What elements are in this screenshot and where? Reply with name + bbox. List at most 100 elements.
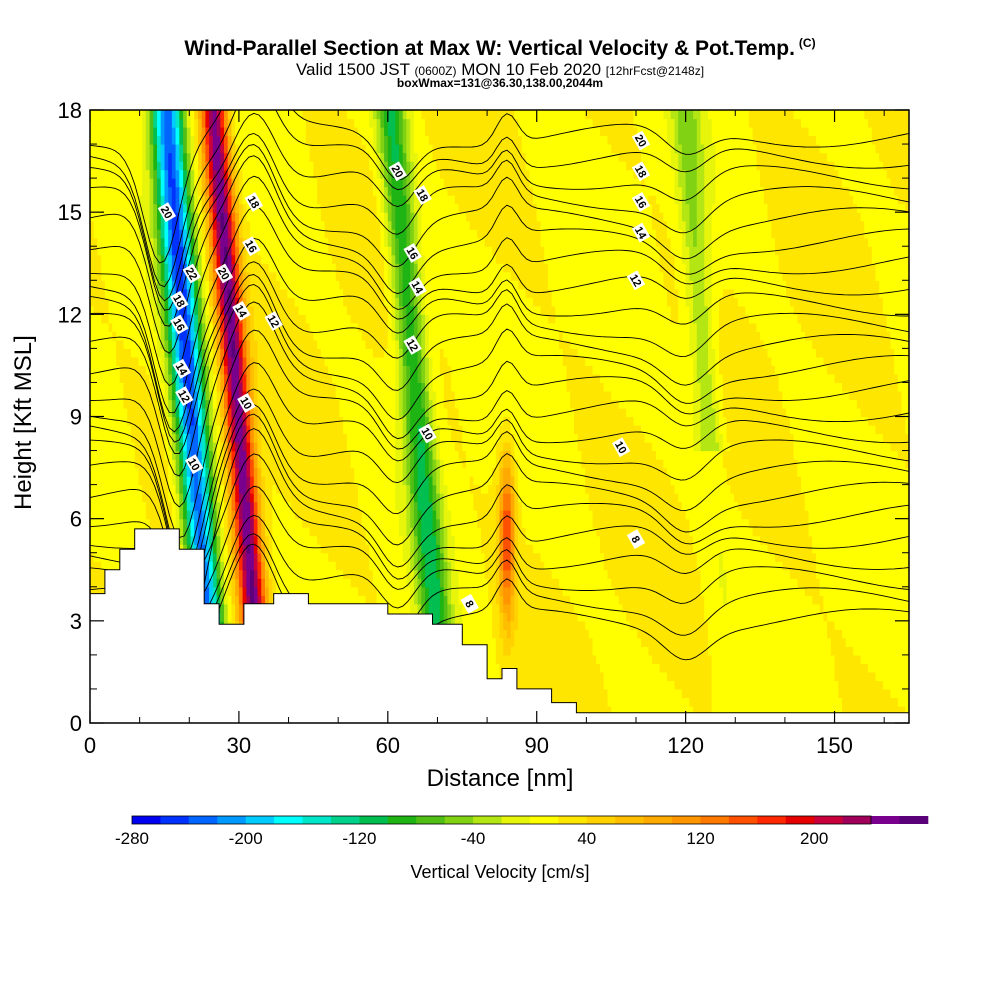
field-cell [190, 186, 195, 196]
field-cell [97, 348, 102, 358]
field-cell [276, 356, 281, 366]
field-cell [168, 356, 173, 366]
field-cell [343, 169, 348, 179]
field-cell [246, 135, 251, 145]
field-cell [153, 127, 158, 137]
field-cell [101, 305, 106, 315]
field-cell [279, 288, 285, 298]
field-cell [130, 186, 136, 196]
field-cell [227, 544, 232, 554]
field-cell [201, 271, 206, 281]
field-cell [231, 365, 236, 375]
field-cell [175, 493, 180, 503]
field-cell [157, 416, 162, 426]
field-cell [101, 178, 106, 188]
field-cell [90, 356, 95, 366]
field-cell [175, 118, 180, 128]
field-cell [171, 331, 177, 341]
field-cell [309, 322, 314, 332]
field-cell [309, 578, 314, 588]
field-cell [157, 493, 162, 503]
field-cell [305, 544, 311, 554]
field-cell [261, 467, 266, 477]
field-cell [235, 110, 240, 120]
field-cell [112, 305, 117, 315]
field-cell [138, 339, 143, 349]
field-cell [116, 110, 121, 120]
field-cell [309, 382, 314, 392]
field-cell [108, 127, 113, 137]
field-cell [149, 322, 154, 332]
field-cell [212, 391, 218, 401]
field-cell [149, 467, 154, 477]
field-cell [313, 127, 318, 137]
field-cell [332, 586, 337, 596]
field-cell [309, 484, 314, 494]
field-cell [186, 348, 192, 358]
field-cell [108, 152, 113, 162]
field-cell [320, 237, 326, 247]
field-cell [116, 527, 121, 537]
field-cell [246, 467, 251, 477]
field-cell [212, 510, 218, 520]
field-cell [324, 586, 329, 596]
field-cell [112, 220, 117, 230]
field-cell [253, 254, 259, 264]
field-cell [216, 246, 221, 256]
field-cell [343, 518, 348, 528]
field-cell [127, 518, 132, 528]
field-cell [194, 356, 199, 366]
field-cell [309, 288, 314, 298]
field-cell [283, 288, 288, 298]
field-cell [242, 254, 247, 264]
field-cell [212, 450, 218, 460]
field-cell [324, 416, 329, 426]
field-cell [101, 195, 106, 205]
field-cell [339, 442, 344, 452]
subtitle-date: MON 10 Feb 2020 [461, 60, 602, 79]
field-cell [343, 263, 348, 273]
field-cell [302, 578, 307, 588]
field-cell [238, 246, 244, 256]
field-cell [227, 373, 232, 383]
field-cell [268, 450, 273, 460]
field-cell [212, 348, 218, 358]
field-cell [160, 356, 165, 366]
field-cell [194, 510, 199, 520]
field-cell [279, 144, 285, 154]
field-cell [123, 476, 128, 486]
field-cell [149, 254, 154, 264]
field-cell [242, 484, 247, 494]
field-cell [97, 271, 102, 281]
field-cell [134, 408, 139, 418]
field-cell [268, 254, 273, 264]
field-cell [272, 169, 277, 179]
field-cell [186, 144, 192, 154]
field-cell [130, 331, 136, 341]
field-cell [291, 220, 296, 230]
field-cell [153, 135, 158, 145]
field-cell [216, 169, 221, 179]
field-cell [123, 433, 128, 443]
field-cell [224, 527, 229, 537]
field-cell [212, 399, 218, 409]
field-cell [339, 203, 344, 213]
field-cell [183, 518, 188, 528]
field-cell [134, 518, 139, 528]
field-cell [317, 152, 322, 162]
field-cell [242, 527, 247, 537]
field-cell [276, 578, 281, 588]
field-cell [142, 399, 147, 409]
field-cell [168, 297, 173, 307]
field-cell [294, 254, 300, 264]
field-cell [324, 535, 329, 545]
field-cell [101, 476, 106, 486]
field-cell [328, 127, 333, 137]
field-cell [287, 152, 292, 162]
field-cell [93, 501, 98, 511]
field-cell [157, 348, 162, 358]
field-cell [291, 271, 296, 281]
field-cell [90, 578, 95, 588]
field-cell [332, 271, 337, 281]
field-cell [235, 459, 240, 469]
